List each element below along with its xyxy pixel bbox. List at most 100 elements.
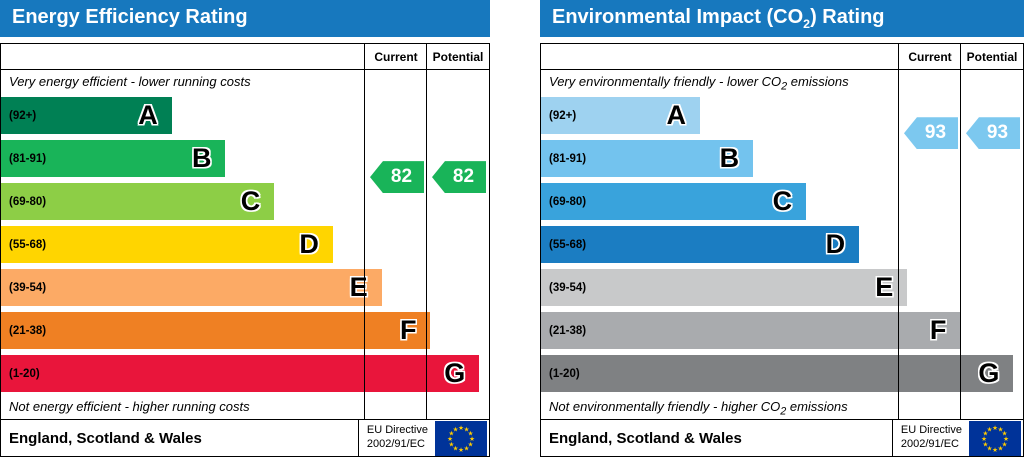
svg-text:★: ★	[1003, 434, 1009, 442]
band-range-label: (21-38)	[9, 324, 47, 337]
current-column-divider	[364, 44, 365, 419]
svg-text:★: ★	[453, 425, 459, 433]
band-range-label: (39-54)	[549, 281, 587, 294]
svg-text:★: ★	[449, 440, 455, 448]
svg-text:★: ★	[987, 425, 993, 433]
band-letter: F	[929, 315, 947, 345]
band-bar-f: (21-38) F	[1, 312, 431, 349]
current-rating-arrow: 82	[370, 161, 424, 194]
svg-text:★: ★	[983, 429, 989, 437]
svg-text:★: ★	[458, 423, 464, 431]
energy-chart-title: Energy Efficiency Rating	[12, 6, 248, 28]
band-row-e: (39-54) E	[1, 266, 489, 309]
bottom-note: Not environmentally friendly - higher CO…	[549, 399, 848, 418]
band-bar-d: (55-68) D	[1, 226, 333, 263]
band-bar-b: (81-91) B	[1, 140, 226, 177]
band-letter: E	[349, 272, 368, 302]
band-row-b: (81-91) B	[1, 137, 489, 180]
band-range-label: (81-91)	[549, 152, 587, 165]
potential-column-divider	[960, 44, 961, 419]
band-letter: D	[299, 229, 319, 259]
band-letter: B	[191, 143, 212, 173]
environmental-impact-rating-chart: Environmental Impact (CO2) Rating Curren…	[540, 0, 1024, 460]
svg-text:★: ★	[468, 440, 474, 448]
band-range-label: (1-20)	[549, 367, 580, 380]
band-row-a: (92+) A	[1, 94, 489, 137]
top-note: Very environmentally friendly - lower CO…	[549, 74, 849, 93]
band-bar-f: (21-38) F	[541, 312, 961, 349]
band-row-g: (1-20) G	[541, 352, 1023, 395]
band-range-label: (81-91)	[9, 152, 47, 165]
region-label: England, Scotland & Wales	[549, 429, 742, 447]
environmental-chart-title: Environmental Impact (CO2) Rating	[552, 6, 885, 31]
potential-rating-arrow: 93	[966, 117, 1020, 150]
potential-rating-arrow: 82	[432, 161, 486, 194]
potential-column-header: Potential	[432, 50, 484, 64]
eu-directive-text: EU Directive 2002/91/EC	[366, 424, 428, 450]
top-note: Very energy efficient - lower running co…	[9, 74, 251, 89]
svg-text:★: ★	[1002, 440, 1008, 448]
chart-footer: England, Scotland & Wales EU Directive 2…	[541, 419, 1023, 456]
band-bar-g: (1-20) G	[541, 355, 1014, 392]
band-letter: G	[978, 358, 1000, 388]
band-row-d: (55-68) D	[541, 223, 1023, 266]
band-row-g: (1-20) G	[1, 352, 489, 395]
band-range-label: (69-80)	[549, 195, 587, 208]
band-range-label: (55-68)	[549, 238, 587, 251]
band-letter: D	[825, 229, 846, 259]
rating-bands: (92+) A (81-91) B (69-80) C (55-68) D (39-54) E (2…	[541, 94, 1023, 395]
band-bar-a: (92+) A	[541, 97, 701, 134]
band-bar-e: (39-54) E	[541, 269, 908, 306]
band-row-a: (92+) A	[541, 94, 1023, 137]
eu-flag-icon: ★ ★★★★★★★★★★★	[969, 420, 1021, 456]
environmental-chart-table: Current Potential Very environmentally f…	[541, 44, 1023, 419]
current-column-header: Current	[908, 50, 952, 64]
band-bar-b: (81-91) B	[541, 140, 754, 177]
eu-flag-icon: ★ ★★★★★★★★★★★	[435, 420, 487, 456]
band-bar-c: (69-80) C	[1, 183, 275, 220]
svg-text:★: ★	[458, 445, 464, 453]
band-range-label: (39-54)	[9, 281, 47, 294]
column-headers-row: Current Potential	[541, 44, 1023, 70]
band-range-label: (21-38)	[549, 324, 587, 337]
band-bar-d: (55-68) D	[541, 226, 860, 263]
bottom-note: Not energy efficient - higher running co…	[9, 399, 250, 414]
energy-chart-table: Current Potential Very energy efficient …	[1, 44, 489, 419]
band-range-label: (55-68)	[9, 238, 47, 251]
band-letter: G	[444, 358, 466, 388]
svg-text:★: ★	[453, 444, 459, 452]
band-row-c: (69-80) C	[541, 180, 1023, 223]
eu-directive-group: EU Directive 2002/91/EC ★ ★ ★ ★ ★ ★ ★ ★ ★ ★ ★ ★	[891, 420, 1023, 456]
energy-efficiency-rating-chart: Energy Efficiency Rating Current Potenti…	[0, 0, 490, 460]
band-letter: F	[399, 315, 417, 345]
energy-chart-title-bar: Energy Efficiency Rating	[0, 0, 490, 37]
svg-text:★: ★	[464, 444, 470, 452]
band-row-f: (21-38) F	[1, 309, 489, 352]
band-letter: A	[666, 100, 687, 130]
band-letter: E	[875, 272, 894, 302]
column-headers-row: Current Potential	[1, 44, 489, 70]
svg-text:★: ★	[1002, 429, 1008, 437]
band-range-label: (92+)	[549, 109, 577, 122]
energy-chart-box: Current Potential Very energy efficient …	[0, 43, 490, 457]
svg-text:★: ★	[998, 425, 1004, 433]
svg-text:★: ★	[987, 444, 993, 452]
band-row-b: (81-91) B	[541, 137, 1023, 180]
eu-directive-group: EU Directive 2002/91/EC ★ ★ ★ ★ ★ ★ ★ ★ ★ ★ ★ ★	[357, 420, 489, 456]
environmental-chart-box: Current Potential Very environmentally f…	[540, 43, 1024, 457]
band-letter: B	[719, 143, 740, 173]
environmental-chart-title-bar: Environmental Impact (CO2) Rating	[540, 0, 1024, 37]
band-row-f: (21-38) F	[541, 309, 1023, 352]
svg-text:★: ★	[464, 425, 470, 433]
band-range-label: (1-20)	[9, 367, 40, 380]
band-letter: C	[772, 186, 793, 216]
band-row-e: (39-54) E	[541, 266, 1023, 309]
rating-bands: (92+) A (81-91) B (69-80) C (55-68) D (39-54) E (2…	[1, 94, 489, 395]
current-column-header: Current	[374, 50, 418, 64]
svg-text:★: ★	[992, 445, 998, 453]
band-bar-a: (92+) A	[1, 97, 172, 134]
current-column-divider	[898, 44, 899, 419]
potential-column-header: Potential	[966, 50, 1018, 64]
svg-text:★: ★	[468, 429, 474, 437]
